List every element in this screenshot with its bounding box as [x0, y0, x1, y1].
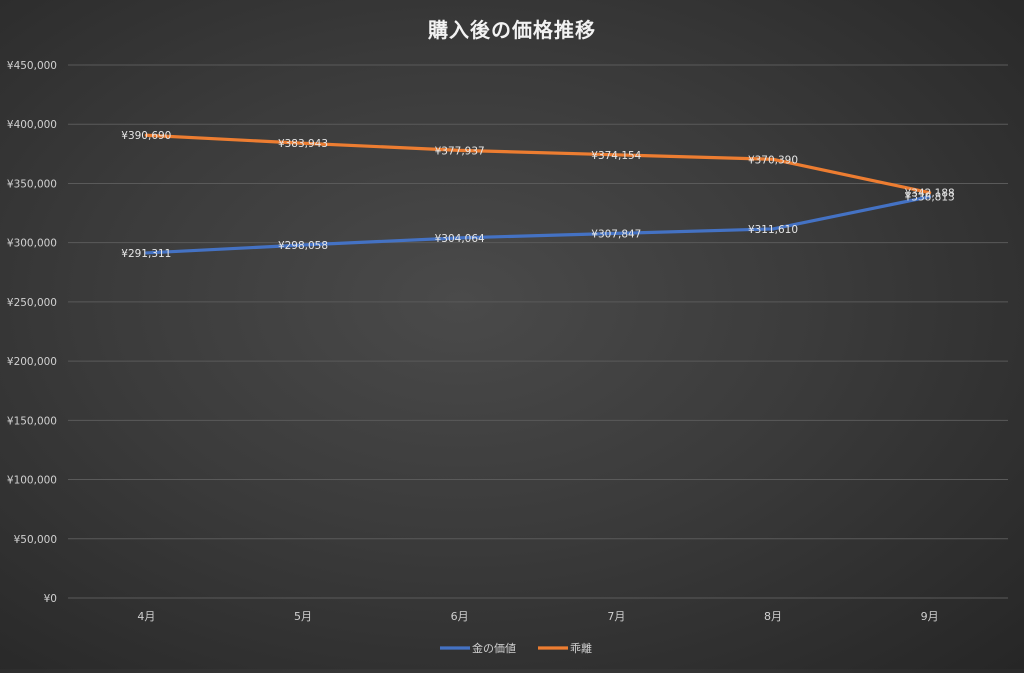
y-tick-label: ¥400,000	[7, 119, 57, 131]
data-label: ¥304,064	[435, 233, 485, 245]
y-tick-label: ¥0	[44, 593, 57, 605]
series-line-1	[144, 133, 932, 195]
y-tick-label: ¥100,000	[7, 475, 57, 487]
chart-title: 購入後の価格推移	[428, 18, 596, 42]
y-tick-label: ¥250,000	[7, 297, 57, 309]
data-label: ¥291,311	[121, 248, 171, 260]
data-label: ¥374,154	[591, 150, 641, 162]
legend-label: 乖離	[570, 641, 592, 655]
y-tick-label: ¥350,000	[7, 178, 57, 190]
y-tick-label: ¥150,000	[7, 415, 57, 427]
data-label: ¥370,390	[748, 154, 798, 166]
data-label: ¥311,610	[748, 224, 798, 236]
x-tick-label: 6月	[451, 610, 469, 623]
data-label: ¥383,943	[278, 138, 328, 150]
data-label: ¥342,188	[905, 188, 955, 200]
x-tick-label: 5月	[294, 610, 312, 623]
y-tick-label: ¥200,000	[7, 356, 57, 368]
y-tick-label: ¥300,000	[7, 238, 57, 250]
x-tick-label: 4月	[137, 610, 155, 623]
data-label: ¥307,847	[591, 228, 641, 240]
data-label: ¥390,690	[121, 130, 171, 142]
y-tick-label: ¥50,000	[14, 534, 57, 546]
x-tick-label: 9月	[921, 610, 939, 623]
data-label: ¥298,058	[278, 240, 328, 252]
y-tick-label: ¥450,000	[7, 60, 57, 72]
data-label: ¥338,813	[905, 192, 955, 204]
series-line-0	[144, 195, 932, 255]
legend-label: 金の価値	[472, 641, 516, 655]
data-label: ¥377,937	[435, 145, 485, 157]
x-tick-label: 7月	[607, 610, 625, 623]
x-tick-label: 8月	[764, 610, 782, 623]
